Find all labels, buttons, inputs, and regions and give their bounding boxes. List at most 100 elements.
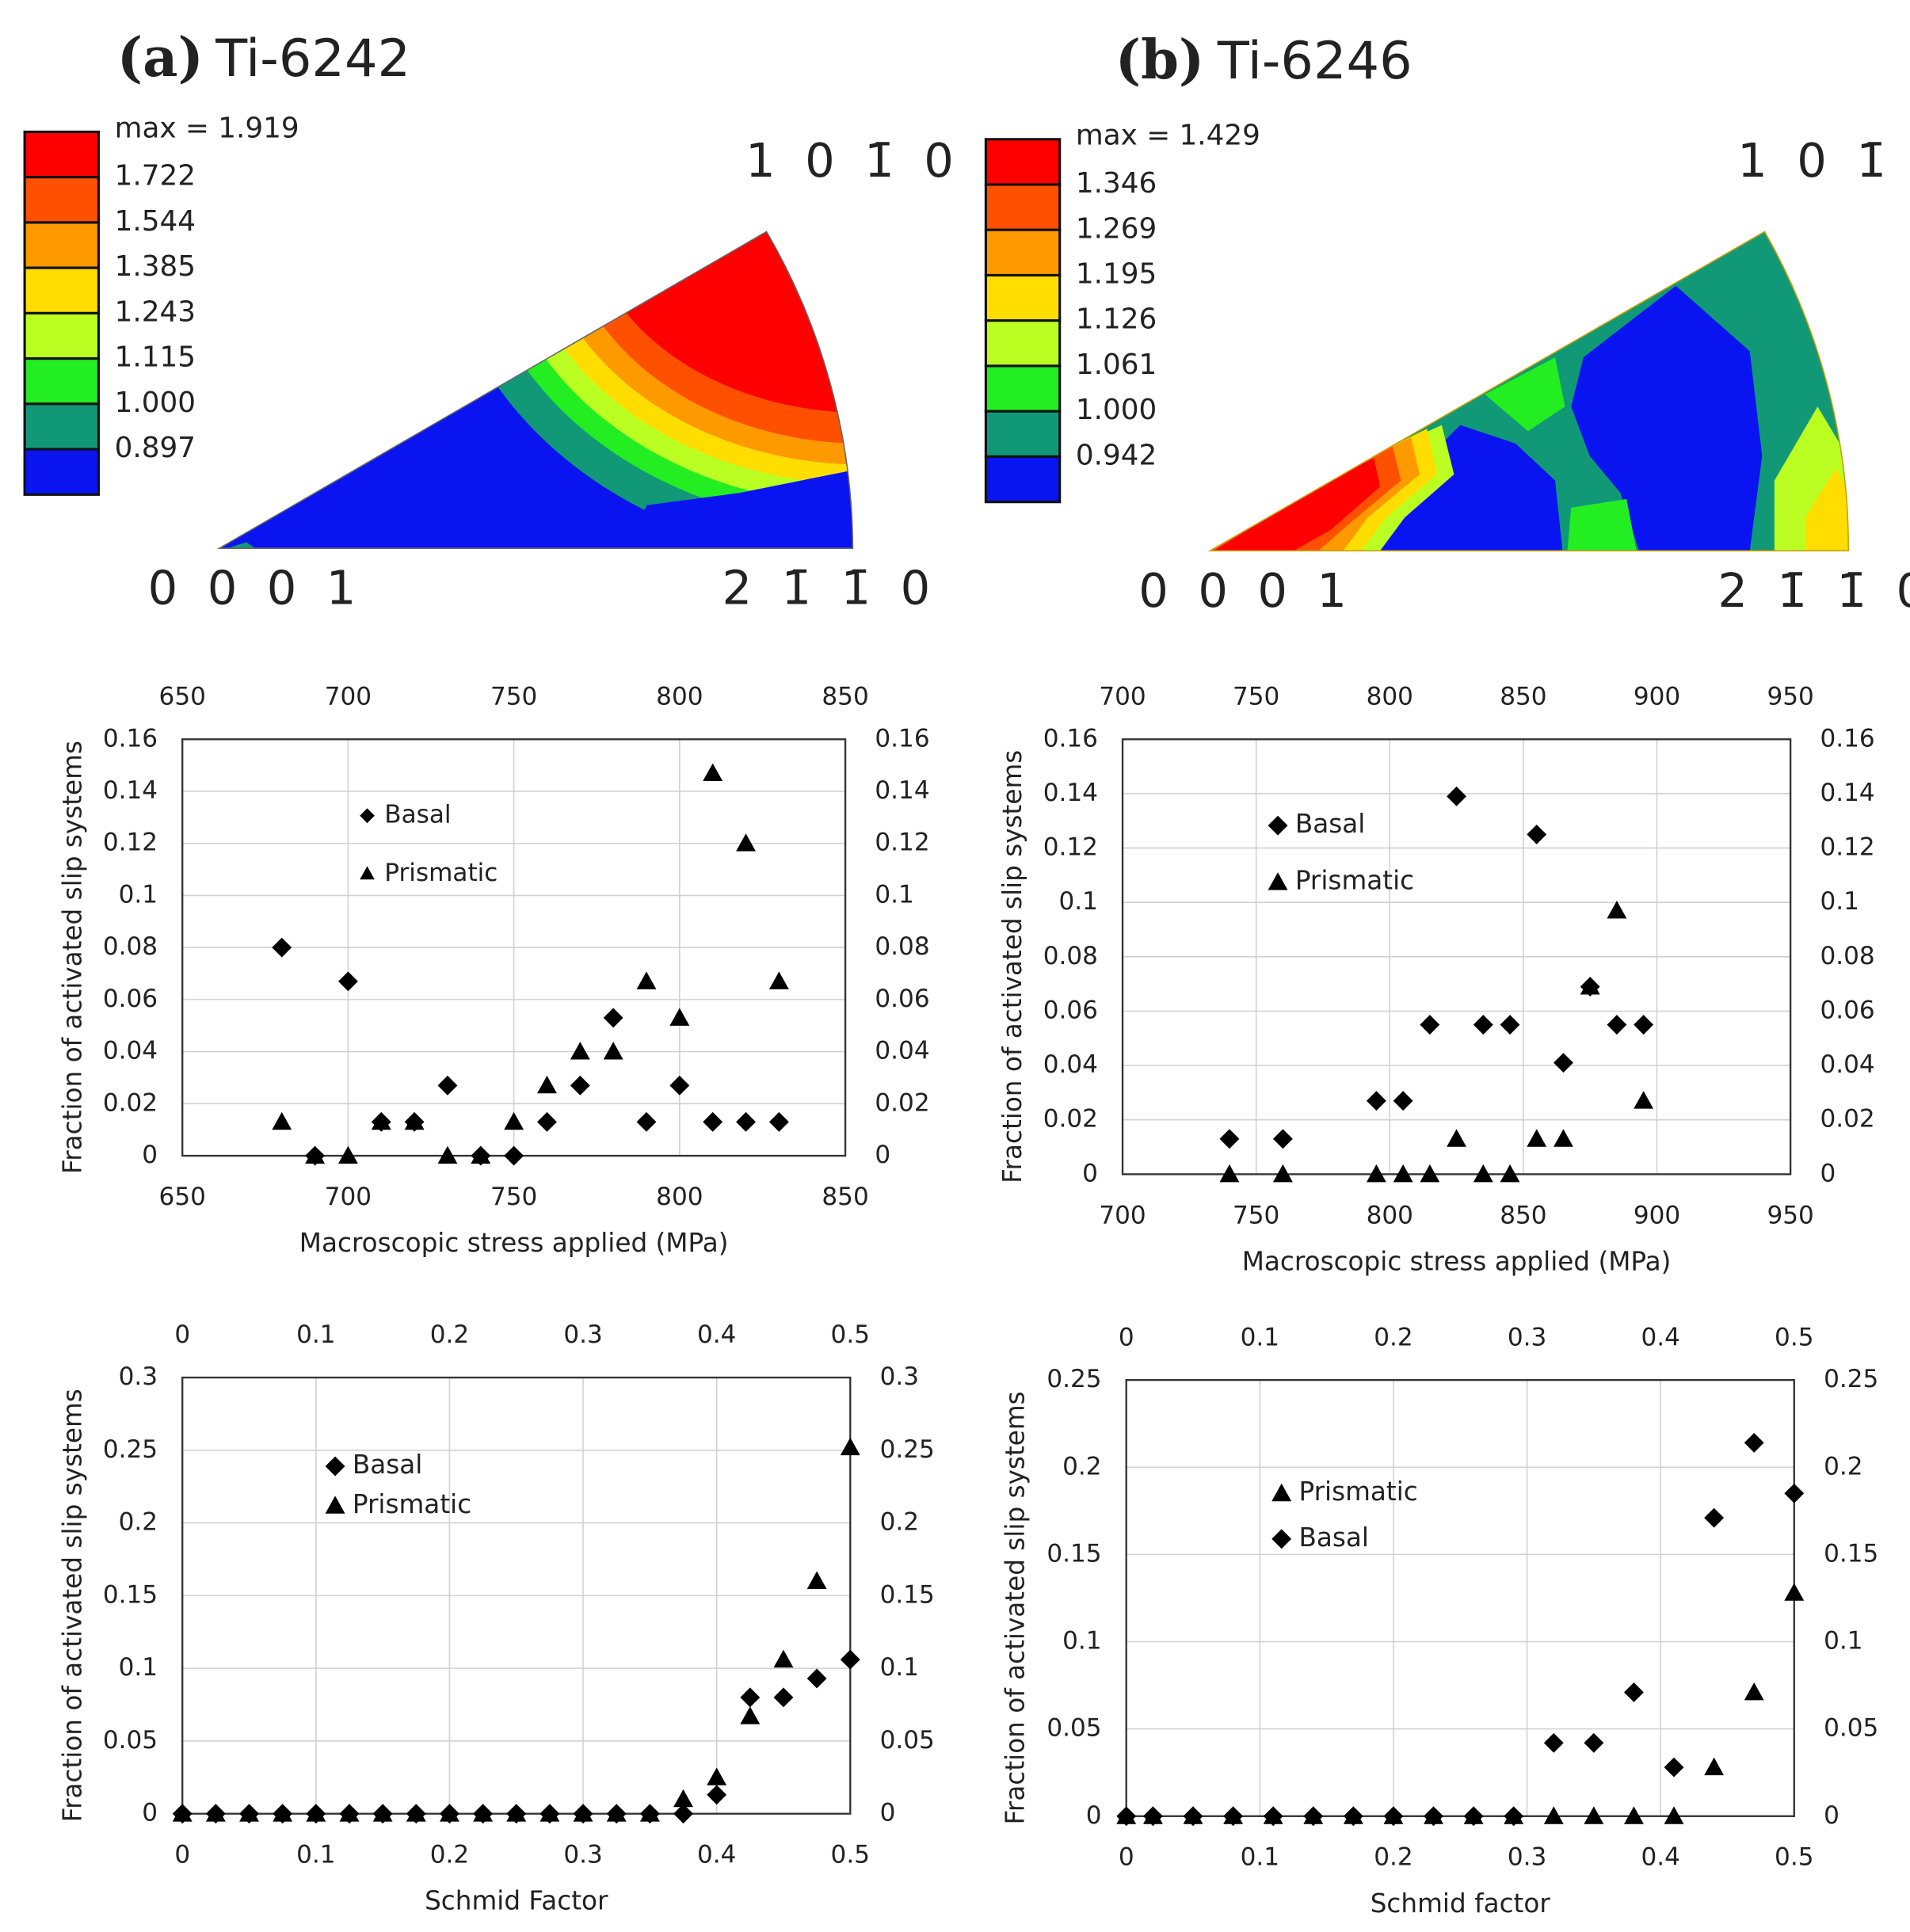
diamond-marker [1303,1806,1324,1827]
x-tick-label: 750 [490,1183,537,1211]
y-tick-label-right: 0.06 [1820,996,1874,1024]
y-tick-label-right: 0.15 [880,1580,935,1609]
colorbar-box [23,402,100,451]
triangle-marker [306,1804,326,1822]
diamond-marker [1634,1015,1654,1035]
x-tick-label-top: 650 [159,682,206,711]
diamond-marker [636,1111,657,1132]
y-tick-label: 0.1 [1062,1627,1101,1656]
triangle-marker [239,1804,259,1822]
colorbar-level: 1.346 [1076,167,1157,200]
diamond-marker [1463,1806,1484,1827]
x-tick-label-top: 0.4 [697,1320,736,1349]
colorbar-level: 1.544 [115,205,196,238]
diamond-marker [707,1785,727,1805]
x-tick-label-top: 0.1 [1241,1323,1279,1351]
y-tick-label-right: 0.02 [875,1088,929,1117]
diamond-marker [570,1075,590,1096]
triangle-marker [1704,1757,1725,1776]
y-tick-label-right: 0.1 [1824,1627,1862,1656]
triangle-marker [639,1804,660,1822]
triangle-marker [1500,1164,1520,1183]
y-tick-label-right: 0 [1824,1801,1839,1830]
triangle-marker [305,1145,326,1164]
x-tick-label: 0.5 [1775,1843,1813,1872]
y-axis-label: Fraction of activated slip systems [57,741,87,1174]
triangle-marker [537,1075,557,1094]
x-tick-label-top: 0.1 [296,1320,335,1349]
diamond-marker [1424,1806,1443,1827]
triangle-marker [172,1804,193,1822]
y-tick-label: 0.1 [119,1653,158,1682]
triangle-marker [669,1008,690,1026]
diamond-marker [1271,1529,1292,1549]
diamond-marker [1116,1806,1137,1827]
colorbar-box [23,130,100,179]
diamond-marker [1500,1015,1520,1035]
colorbar-box [23,357,100,406]
triangle-marker [406,1804,426,1822]
x-tick-label: 0.4 [1641,1843,1679,1872]
x-tick-label: 750 [1233,1201,1279,1229]
triangle-marker [736,833,756,852]
triangle-marker [504,1111,524,1130]
y-tick-label: 0.06 [103,985,158,1013]
diamond-marker [1366,1091,1386,1111]
colorbar-box [984,455,1062,504]
y-tick-label: 0.25 [103,1435,158,1464]
y-tick-label-right: 0 [880,1799,896,1827]
x-tick-label: 0.1 [296,1841,335,1869]
x-tick-label: 800 [656,1183,703,1211]
colorbar-level: 1.195 [1076,257,1157,290]
triangle-marker [473,1804,494,1822]
y-tick-label-right: 0.14 [1820,779,1874,807]
colorbar-box [23,311,100,360]
diamond-marker [1473,1015,1493,1035]
colorbar-level: 1.269 [1076,212,1157,245]
triangle-marker [1624,1806,1644,1824]
diamond-marker [603,1008,623,1028]
y-tick-label: 0 [1082,1159,1098,1187]
triangle-marker [371,1111,391,1130]
y-tick-label-right: 0.1 [875,880,913,909]
y-tick-label-right: 0.15 [1824,1539,1878,1568]
y-tick-label: 0.16 [1043,724,1098,753]
diamond-marker [1183,1806,1203,1827]
y-tick-label: 0.2 [119,1508,158,1537]
triangle-marker [339,1804,360,1822]
y-tick-label: 0.04 [1043,1050,1098,1079]
x-axis-label: Macroscopic stress applied (MPa) [299,1228,729,1258]
x-tick-label-top: 850 [822,682,868,711]
diamond-marker [1268,815,1288,836]
ipf-outline [1207,231,1850,552]
x-tick-label-top: 0.3 [1508,1323,1546,1351]
y-tick-label: 0.04 [103,1037,158,1065]
colorbar-box [984,319,1062,368]
legend-label: Prismatic [353,1489,471,1519]
triangle-marker [740,1706,761,1724]
diamond-marker [768,1111,789,1132]
y-axis-label: Fraction of activated slip systems [57,1389,87,1822]
x-axis-label: Macroscopic stress applied (MPa) [1242,1246,1672,1276]
y-tick-label-right: 0.3 [880,1362,919,1391]
y-tick-label-right: 0.16 [875,724,929,753]
triangle-marker [1272,1164,1293,1183]
diamond-marker [1343,1806,1363,1827]
y-tick-label: 0.02 [103,1088,158,1117]
y-tick-label-right: 0.25 [1824,1365,1878,1393]
x-tick-label-top: 950 [1767,682,1813,711]
x-tick-label-top: 0.2 [1374,1323,1412,1351]
y-tick-label-right: 0.05 [880,1726,935,1755]
diamond-marker [740,1687,761,1708]
y-tick-label-right: 0.25 [880,1435,935,1464]
x-tick-label: 0.4 [697,1841,736,1869]
colorbar-level: 1.243 [115,295,196,328]
diamond-marker [1607,1015,1627,1035]
diamond-marker [272,937,292,958]
y-tick-label-right: 0.06 [875,985,929,1013]
legend-label: Basal [1295,809,1366,839]
plot-frame [1121,738,1792,1176]
x-axis-label: Schmid factor [1371,1888,1551,1919]
legend-label: Prismatic [1295,866,1414,896]
triangle-marker [1393,1164,1413,1183]
